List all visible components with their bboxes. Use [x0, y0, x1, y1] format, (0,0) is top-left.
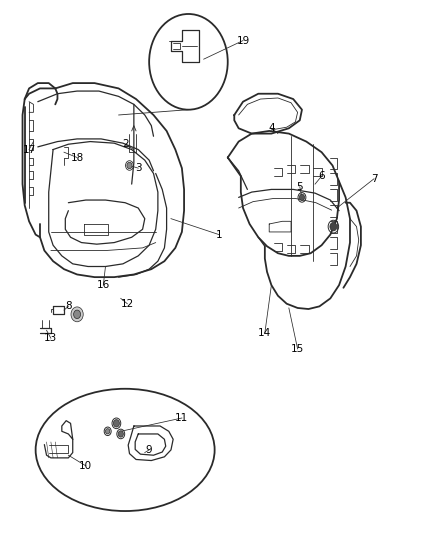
- Circle shape: [74, 310, 81, 319]
- Text: 17: 17: [22, 144, 36, 155]
- Text: 11: 11: [175, 413, 188, 423]
- Text: 14: 14: [258, 328, 272, 338]
- Text: 15: 15: [291, 344, 304, 354]
- Circle shape: [299, 194, 304, 200]
- Text: 13: 13: [44, 333, 57, 343]
- Text: 4: 4: [268, 123, 275, 133]
- Text: 3: 3: [135, 163, 141, 173]
- Circle shape: [71, 307, 83, 322]
- Text: 2: 2: [122, 139, 128, 149]
- Circle shape: [106, 429, 110, 434]
- Circle shape: [330, 222, 337, 231]
- Text: 5: 5: [297, 182, 303, 192]
- Text: 12: 12: [121, 298, 134, 309]
- Text: 16: 16: [97, 280, 110, 290]
- Circle shape: [113, 419, 120, 427]
- Text: 8: 8: [65, 301, 72, 311]
- Text: 6: 6: [318, 171, 325, 181]
- Text: 10: 10: [79, 461, 92, 471]
- Circle shape: [118, 431, 124, 437]
- Text: 1: 1: [215, 230, 223, 240]
- Text: 7: 7: [371, 174, 377, 184]
- Circle shape: [127, 163, 132, 168]
- Text: 9: 9: [146, 445, 152, 455]
- Text: 18: 18: [71, 152, 84, 163]
- Text: 19: 19: [237, 36, 250, 45]
